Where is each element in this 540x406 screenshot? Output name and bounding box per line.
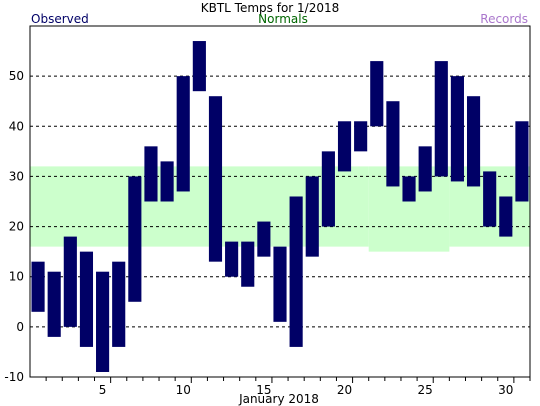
bar-day-20 (337, 121, 352, 172)
bar-day-9 (160, 161, 174, 202)
y-tick-label--10: -10 (4, 370, 24, 384)
bar-day-24 (402, 176, 416, 202)
bar-day-8 (144, 146, 158, 202)
bar-day-30 (499, 196, 513, 237)
bar-day-3 (63, 236, 77, 327)
bar-day-11 (192, 41, 206, 92)
bar-day-23 (386, 101, 400, 187)
x-tick-label-25: 25 (418, 383, 433, 397)
bar-day-25 (418, 146, 432, 192)
bar-day-31 (515, 121, 529, 202)
legend-observed: Observed (31, 12, 89, 26)
bar-day-28 (466, 96, 481, 187)
observed-bars (31, 41, 529, 372)
bar-day-22 (370, 61, 384, 127)
x-tick-label-10: 10 (176, 383, 191, 397)
x-axis-label: January 2018 (238, 392, 319, 406)
bar-day-5 (96, 271, 110, 372)
bar-day-1 (31, 261, 45, 312)
plot-frame (29, 25, 531, 378)
bar-day-17 (289, 196, 303, 347)
bar-day-13 (225, 241, 239, 277)
bar-day-16 (273, 246, 287, 322)
axes: -10 0 10 20 30 40 50 5 10 15 20 25 30 (4, 25, 531, 397)
x-tick-label-20: 20 (337, 383, 352, 397)
bar-day-21 (354, 121, 368, 152)
y-tick-label-10: 10 (9, 270, 24, 284)
bar-day-19 (321, 151, 335, 227)
bar-day-7 (128, 176, 142, 302)
bar-day-29 (483, 171, 497, 227)
bar-day-12 (208, 96, 223, 262)
x-tick-label-15: 15 (256, 383, 271, 397)
legend-records: Records (480, 12, 528, 26)
chart-title: KBTL Temps for 1/2018 (201, 1, 340, 15)
bar-day-10 (176, 76, 190, 192)
y-tick-label-30: 30 (9, 169, 24, 183)
legend-normals: Normals (258, 12, 308, 26)
bar-day-15 (257, 221, 271, 257)
y-tick-label-0: 0 (16, 320, 24, 334)
x-tick-label-5: 5 (99, 383, 107, 397)
bar-day-14 (241, 241, 255, 287)
y-tick-label-20: 20 (9, 220, 24, 234)
bar-day-4 (79, 251, 94, 347)
bar-day-6 (112, 261, 126, 347)
bar-day-18 (305, 176, 319, 257)
bar-day-27 (450, 76, 464, 182)
y-tick-label-40: 40 (9, 119, 24, 133)
y-tick-label-50: 50 (9, 69, 24, 83)
x-tick-label-30: 30 (498, 383, 513, 397)
bar-day-2 (47, 271, 61, 337)
bar-day-26 (434, 61, 448, 177)
